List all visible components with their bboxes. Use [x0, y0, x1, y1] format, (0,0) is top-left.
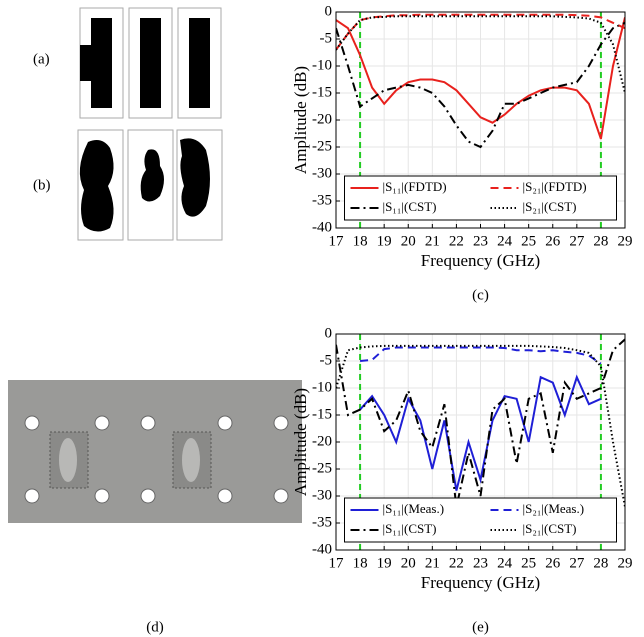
x-tick-label: 24	[497, 555, 513, 571]
y-tick-label: 0	[325, 3, 333, 19]
legend-label: |S₁₁|(CST)	[383, 199, 437, 214]
y-tick-label: -20	[312, 111, 332, 127]
x-tick-label: 22	[449, 233, 464, 249]
x-tick-label: 26	[545, 233, 561, 249]
y-tick-label: -25	[312, 138, 332, 154]
chart: -40 -35 -30 -25 -20 -15 -10 -5 0 17 18 19 20 21 22 23 24…	[291, 3, 633, 303]
y-axis-label: Amplitude (dB)	[291, 388, 310, 496]
x-tick-label: 20	[401, 555, 416, 571]
x-axis-label: Frequency (GHz)	[421, 573, 540, 592]
x-tick-label: 25	[521, 233, 536, 249]
x-tick-label: 29	[618, 233, 633, 249]
legend-label: |S₂₁|(FDTD)	[523, 179, 587, 194]
y-tick-label: -35	[312, 192, 332, 208]
x-tick-label: 21	[425, 233, 440, 249]
y-tick-label: -15	[312, 406, 332, 422]
x-tick-label: 29	[618, 555, 633, 571]
y-tick-label: -25	[312, 460, 332, 476]
x-tick-label: 28	[593, 233, 608, 249]
series-line	[336, 21, 625, 149]
series-line	[336, 13, 625, 51]
y-tick-label: -20	[312, 433, 332, 449]
x-tick-label: 25	[521, 555, 536, 571]
y-tick-label: -30	[312, 487, 332, 503]
panel-d: (d)	[8, 380, 302, 635]
y-axis-label: Amplitude (dB)	[291, 66, 310, 174]
y-tick-label: 0	[325, 325, 333, 341]
legend-box	[344, 175, 617, 221]
legend-label: |S₂₁|(Meas.)	[523, 501, 585, 516]
series-line	[336, 344, 625, 507]
y-tick-label: -40	[312, 541, 332, 557]
panel-label: (d)	[146, 619, 164, 635]
legend-label: |S₁₁|(CST)	[383, 521, 437, 536]
y-tick-label: -10	[312, 57, 332, 73]
plot-frame	[335, 11, 626, 229]
y-tick-label: -30	[312, 165, 332, 181]
y-tick-label: -40	[312, 219, 332, 235]
legend-label: |S₂₁|(CST)	[523, 521, 577, 536]
y-tick-label: -5	[320, 30, 333, 46]
panel-label: (a)	[33, 51, 50, 67]
y-tick-label: -5	[320, 352, 333, 368]
x-tick-label: 18	[353, 233, 368, 249]
x-tick-label: 22	[449, 555, 464, 571]
caption: (c)	[472, 287, 489, 303]
x-tick-label: 19	[377, 555, 392, 571]
legend-label: |S₂₁|(CST)	[523, 199, 577, 214]
panel-b: (b)	[33, 129, 223, 241]
y-tick-label: -15	[312, 84, 332, 100]
panel-label: (b)	[33, 177, 51, 193]
y-tick-label: -35	[312, 514, 332, 530]
series-line	[360, 346, 602, 365]
x-tick-label: 17	[329, 555, 345, 571]
legend-label: |S₁₁|(Meas.)	[383, 501, 445, 516]
x-tick-label: 24	[497, 233, 513, 249]
panel-a: (a)	[33, 7, 222, 119]
chart: -40 -35 -30 -25 -20 -15 -10 -5 0 17 18 19 20 21 22 23 24…	[291, 325, 633, 635]
series-line	[336, 338, 625, 508]
x-tick-label: 26	[545, 555, 561, 571]
x-tick-label: 17	[329, 233, 345, 249]
x-tick-label: 19	[377, 233, 392, 249]
x-tick-label: 20	[401, 233, 416, 249]
x-axis-label: Frequency (GHz)	[421, 251, 540, 270]
y-tick-label: -10	[312, 379, 332, 395]
x-tick-label: 23	[473, 555, 488, 571]
series-line	[336, 17, 625, 140]
legend-box	[344, 497, 617, 543]
plot-frame	[335, 333, 626, 551]
series-line	[359, 374, 602, 491]
x-tick-label: 27	[569, 555, 585, 571]
x-tick-label: 28	[593, 555, 608, 571]
x-tick-label: 23	[473, 233, 488, 249]
x-tick-label: 18	[353, 555, 368, 571]
caption: (e)	[472, 619, 489, 635]
legend-label: |S₁₁|(FDTD)	[383, 179, 447, 194]
x-tick-label: 27	[569, 233, 585, 249]
x-tick-label: 21	[425, 555, 440, 571]
